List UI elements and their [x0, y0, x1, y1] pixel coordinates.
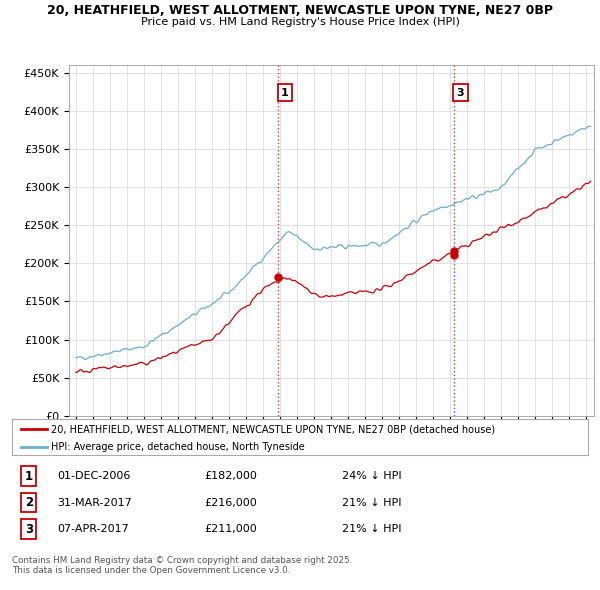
- Text: Contains HM Land Registry data © Crown copyright and database right 2025.
This d: Contains HM Land Registry data © Crown c…: [12, 556, 352, 575]
- Text: 3: 3: [457, 88, 464, 98]
- Text: 07-APR-2017: 07-APR-2017: [57, 525, 129, 534]
- Text: 24% ↓ HPI: 24% ↓ HPI: [342, 471, 401, 481]
- Text: HPI: Average price, detached house, North Tyneside: HPI: Average price, detached house, Nort…: [51, 442, 305, 453]
- Text: 21% ↓ HPI: 21% ↓ HPI: [342, 498, 401, 507]
- Text: 1: 1: [25, 470, 33, 483]
- Text: 01-DEC-2006: 01-DEC-2006: [57, 471, 130, 481]
- Text: £182,000: £182,000: [204, 471, 257, 481]
- Text: 1: 1: [281, 88, 289, 98]
- Text: 3: 3: [25, 523, 33, 536]
- Text: 20, HEATHFIELD, WEST ALLOTMENT, NEWCASTLE UPON TYNE, NE27 0BP: 20, HEATHFIELD, WEST ALLOTMENT, NEWCASTL…: [47, 4, 553, 17]
- Text: 21% ↓ HPI: 21% ↓ HPI: [342, 525, 401, 534]
- Text: Price paid vs. HM Land Registry's House Price Index (HPI): Price paid vs. HM Land Registry's House …: [140, 17, 460, 27]
- Text: 20, HEATHFIELD, WEST ALLOTMENT, NEWCASTLE UPON TYNE, NE27 0BP (detached house): 20, HEATHFIELD, WEST ALLOTMENT, NEWCASTL…: [51, 424, 495, 434]
- Text: 31-MAR-2017: 31-MAR-2017: [57, 498, 132, 507]
- Text: £216,000: £216,000: [204, 498, 257, 507]
- Text: £211,000: £211,000: [204, 525, 257, 534]
- Text: 2: 2: [25, 496, 33, 509]
